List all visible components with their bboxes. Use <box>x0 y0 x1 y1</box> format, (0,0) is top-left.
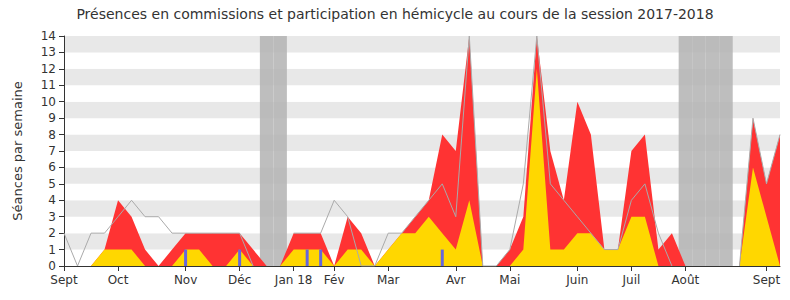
svg-text:1: 1 <box>48 243 56 257</box>
svg-text:Jan 18: Jan 18 <box>274 273 313 287</box>
svg-text:2: 2 <box>48 226 56 240</box>
svg-text:Août: Août <box>672 273 700 287</box>
svg-text:5: 5 <box>48 177 56 191</box>
svg-text:8: 8 <box>48 128 56 142</box>
svg-text:11: 11 <box>41 78 56 92</box>
svg-text:Juil: Juil <box>621 273 640 287</box>
svg-text:Mai: Mai <box>499 273 520 287</box>
svg-text:13: 13 <box>41 45 56 59</box>
svg-text:Sept: Sept <box>50 273 78 287</box>
svg-text:Juin: Juin <box>565 273 588 287</box>
svg-text:Avr: Avr <box>446 273 466 287</box>
svg-text:12: 12 <box>41 62 56 76</box>
svg-text:10: 10 <box>41 95 56 109</box>
svg-text:Nov: Nov <box>174 273 197 287</box>
svg-text:14: 14 <box>41 29 56 43</box>
svg-text:Déc: Déc <box>228 273 251 287</box>
svg-text:3: 3 <box>48 210 56 224</box>
svg-text:Fév: Fév <box>324 273 345 287</box>
svg-text:Oct: Oct <box>108 273 129 287</box>
svg-text:Séances par semaine: Séances par semaine <box>10 81 25 220</box>
svg-text:7: 7 <box>48 144 56 158</box>
svg-text:4: 4 <box>48 193 56 207</box>
svg-text:6: 6 <box>48 160 56 174</box>
svg-text:9: 9 <box>48 111 56 125</box>
svg-text:Présences en commissions et pa: Présences en commissions et participatio… <box>76 6 713 22</box>
svg-text:Sept: Sept <box>753 273 781 287</box>
svg-text:Mar: Mar <box>377 273 400 287</box>
svg-text:0: 0 <box>48 259 56 273</box>
